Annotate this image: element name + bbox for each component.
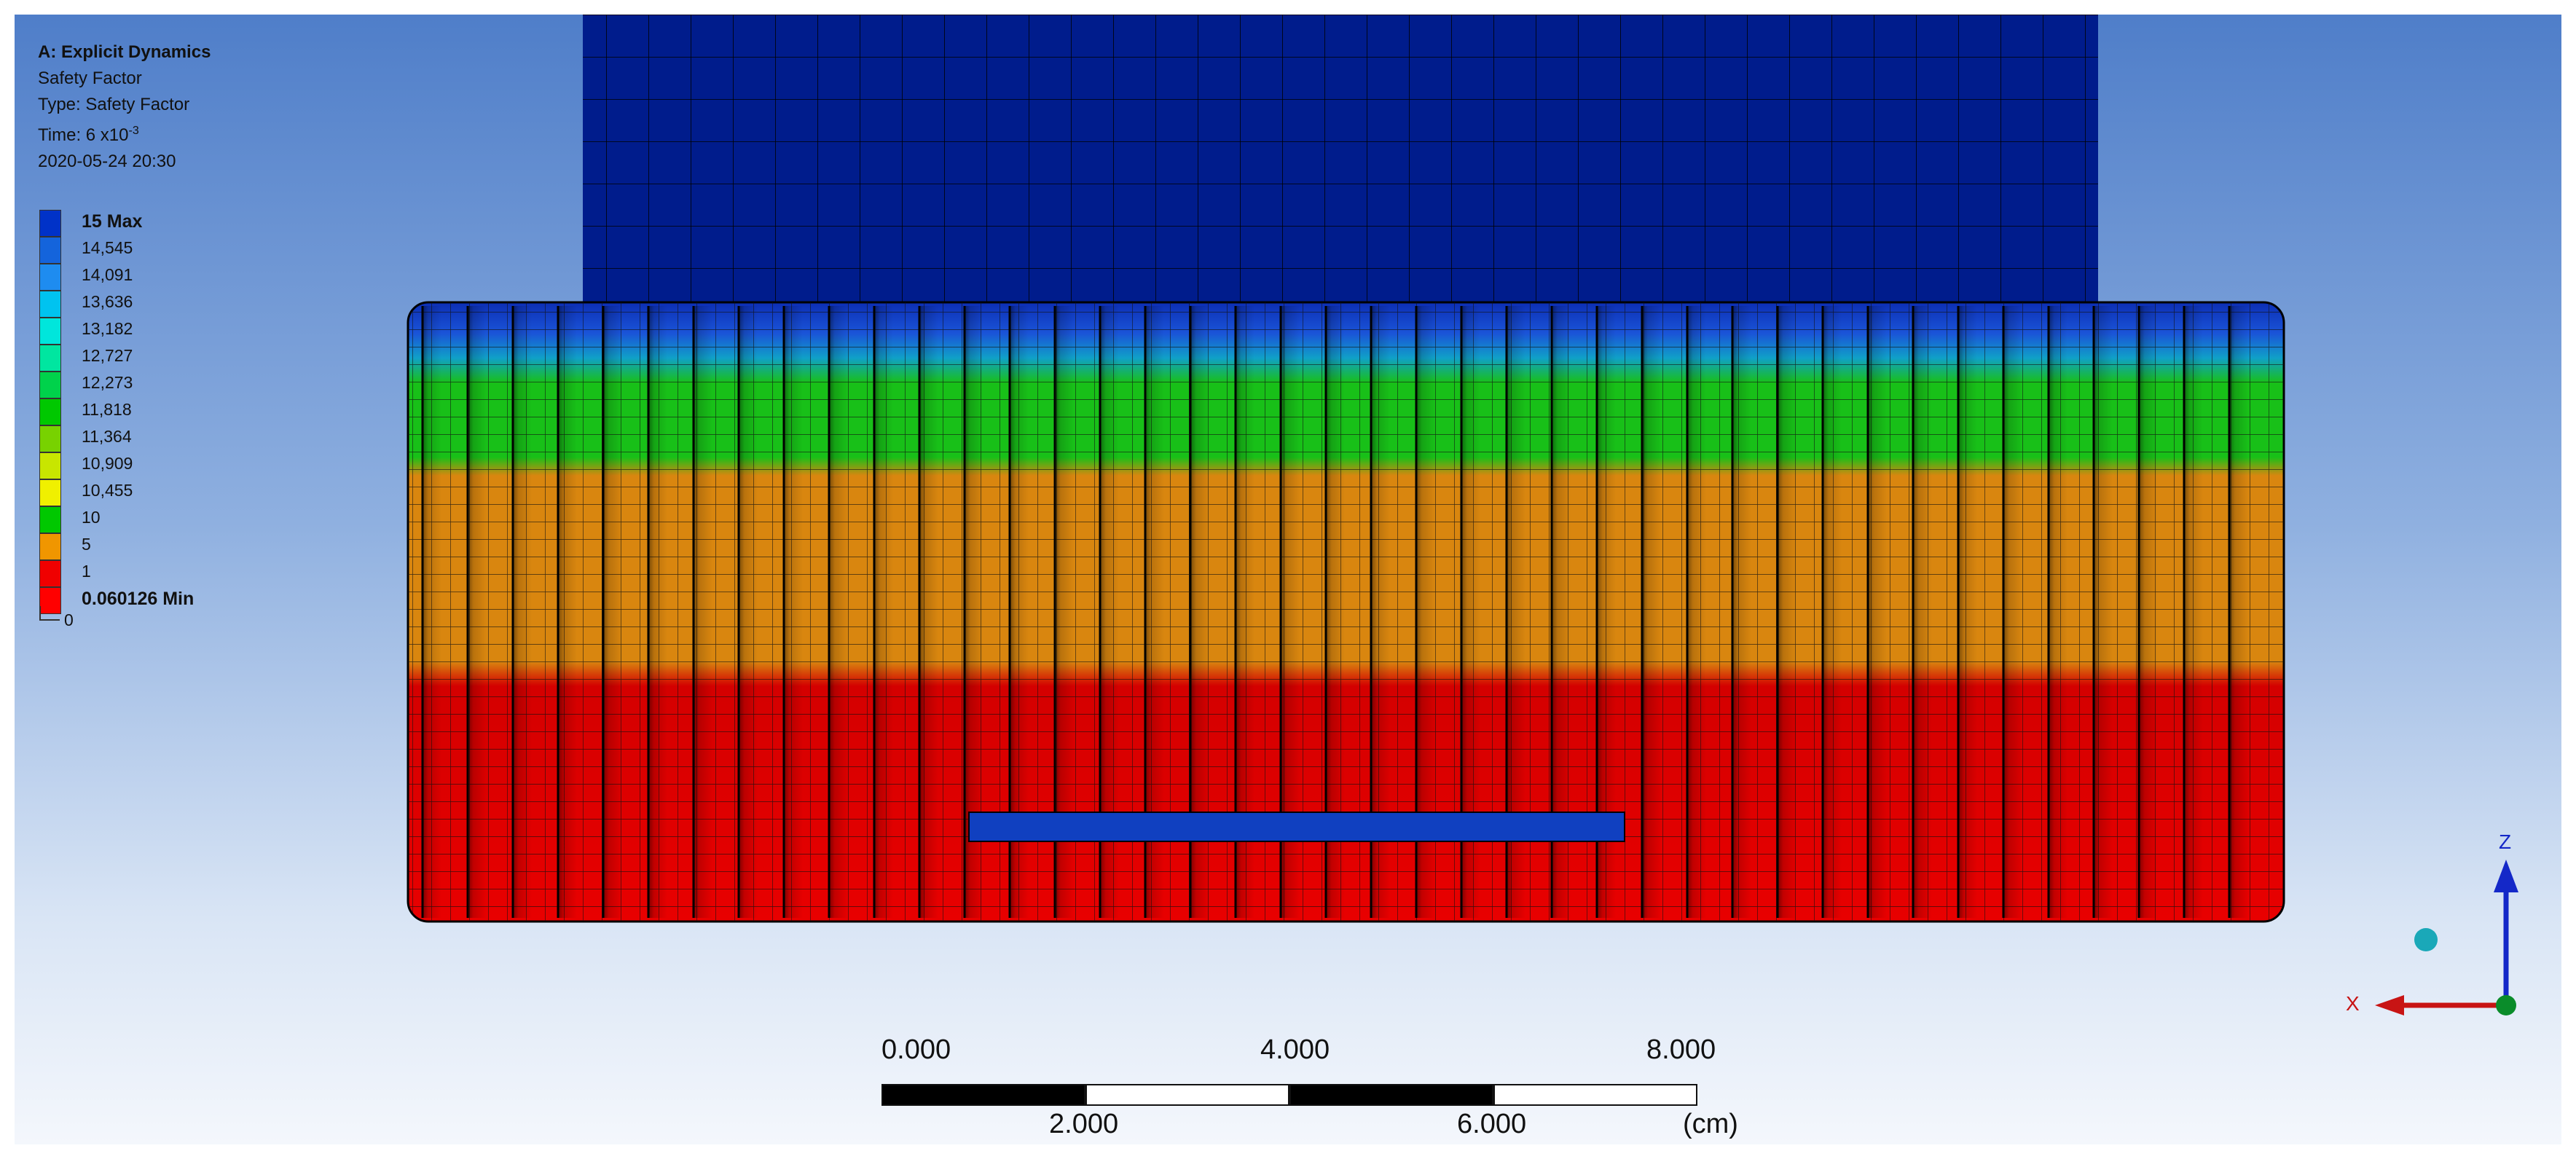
legend-swatch [39,479,61,506]
blade-slot [2003,306,2022,918]
result-timestamp: 2020-05-24 20:30 [38,152,176,171]
blade-ring [407,301,2285,923]
x-axis-arrow-icon [2375,995,2404,1015]
blade-slot [1868,306,1887,918]
legend-swatch [39,506,61,533]
z-axis-label: Z [2499,830,2512,853]
result-info: A: Explicit Dynamics Safety Factor Type:… [38,39,211,175]
scale-seg-3 [1289,1084,1493,1106]
coordinate-triad[interactable]: Z X [2324,823,2542,1042]
scale-unit: (cm) [1683,1109,1738,1139]
iso-view-ball-icon [2414,928,2438,951]
legend-swatch [39,372,61,398]
blade-slot [603,306,622,918]
result-type: Type: Safety Factor [38,95,190,114]
legend-swatch [39,210,61,237]
legend-label: 1 [82,562,91,581]
blade-slot [2094,306,2113,918]
x-axis-label: X [2346,992,2360,1015]
blade-slot [739,306,758,918]
legend-swatch [39,264,61,291]
analysis-title: A: Explicit Dynamics [38,42,211,62]
blade-slot [694,306,712,918]
scale-label-8: 8.000 [1646,1034,1716,1065]
blade-slot [423,306,441,918]
legend-label: 5 [82,535,91,554]
model-graphic[interactable] [15,15,2561,1144]
blade-slot [874,306,893,918]
legend-swatch [39,587,61,614]
legend-label: 12,273 [82,373,133,392]
z-axis-arrow-icon [2494,860,2518,892]
legend-swatch [39,345,61,372]
legend-swatch [39,291,61,318]
scale-seg-2 [1085,1084,1289,1106]
legend-swatch [39,398,61,425]
legend-label: 10,909 [82,454,133,473]
scale-seg-4 [1493,1084,1697,1106]
legend-label: 12,727 [82,346,133,365]
legend-label: 13,636 [82,292,133,311]
blade-slots [421,306,2248,918]
legend-swatch [39,318,61,345]
legend-swatch [39,533,61,560]
blade-slot [1778,306,1796,918]
legend-label: 0.060126 Min [82,589,195,609]
blade-slot [1732,306,1751,918]
blade-slot [513,306,532,918]
blade-slot [2229,306,2248,918]
legend-label: 10,455 [82,481,133,500]
result-time: Time: 6 x10-3 [38,125,139,145]
blade-slot [2139,306,2158,918]
legend-swatch [39,237,61,264]
result-name: Safety Factor [38,68,142,88]
blade-slot [468,306,487,918]
scale-label-2: 2.000 [1049,1109,1119,1139]
blade-slot [784,306,803,918]
blade-slot [1958,306,1977,918]
legend-label: 14,091 [82,265,133,284]
blade-slot [2184,306,2203,918]
scale-bar: 0.000 4.000 8.000 2.000 6.000 (cm) [881,1034,1741,1144]
scale-seg-1 [881,1084,1085,1106]
scale-label-4: 4.000 [1260,1034,1330,1065]
legend-label: 14,545 [82,238,133,257]
legend-swatch [39,452,61,479]
legend-swatch [39,425,61,452]
legend-label: 15 Max [82,211,143,232]
legend-label: 11,818 [82,400,132,419]
blade-slot [648,306,667,918]
blade-slot [829,306,848,918]
legend-label: 10 [82,508,101,527]
legend-swatch [39,560,61,587]
blade-slot [1823,306,1842,918]
blade-slot [558,306,577,918]
legend-label: 13,182 [82,319,133,338]
legend-label: 11,364 [82,427,132,446]
scale-label-0: 0.000 [881,1034,951,1065]
blade-slot [1913,306,1932,918]
scale-label-6: 6.000 [1457,1109,1527,1139]
blade-slot [919,306,938,918]
blade-slot [2049,306,2068,918]
blade-slot [1642,306,1661,918]
blade-slot [1687,306,1706,918]
model-viewport[interactable]: A: Explicit Dynamics Safety Factor Type:… [15,15,2561,1144]
